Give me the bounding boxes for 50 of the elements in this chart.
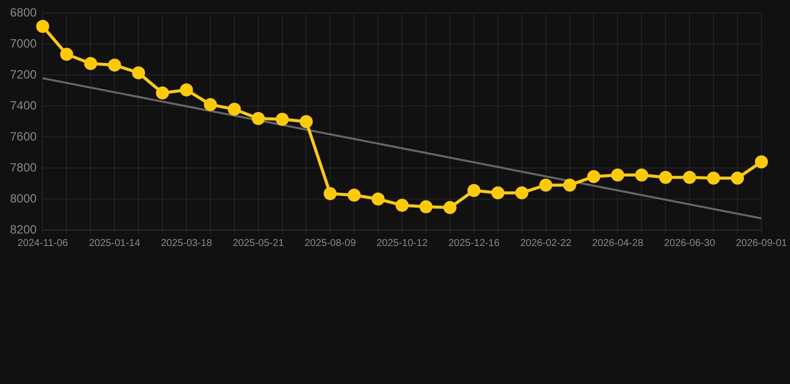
y-tick-label: 6800 [10,6,38,20]
point [276,112,289,126]
point [324,187,337,200]
point [683,170,696,184]
point [396,198,409,212]
point [132,66,146,80]
point [36,20,50,33]
point [252,112,265,126]
x-tick-label: 2026-09-01 [736,238,788,249]
point [635,168,648,182]
x-tick-label: 2025-10-12 [376,238,428,249]
x-tick-label: 2026-04-28 [592,238,644,249]
x-tick-label: 2026-06-30 [664,238,716,249]
y-tick-label: 8000 [10,191,38,206]
y-tick-label: 7600 [10,129,38,144]
point [443,201,456,214]
y-tick-label: 7400 [10,98,38,112]
point [84,57,98,70]
point [587,170,600,184]
point [180,83,193,96]
point [228,102,241,116]
point [60,48,74,61]
x-tick-label: 2025-01-14 [88,238,141,249]
point [420,200,433,214]
point [659,170,672,184]
point [348,188,361,202]
point [156,86,169,100]
point [108,58,122,72]
y-tick-label: 7200 [10,67,38,82]
point [372,192,385,206]
point [491,186,504,200]
y-tick-label: 7000 [10,36,38,50]
x-tick-label: 2024-11-06 [17,238,68,249]
x-tick-label: 2025-12-16 [448,238,500,249]
point [563,178,576,192]
point [515,186,528,200]
x-tick-label: 2025-03-18 [160,238,212,249]
point [730,172,744,185]
point [707,172,720,185]
x-tick-label: 2026-02-22 [520,238,572,249]
point [754,155,768,168]
x-tick-label: 2025-05-21 [232,238,284,249]
y-tick-label: 7800 [10,160,38,174]
point [467,184,480,198]
x-tick-label: 2025-08-09 [304,238,356,249]
point [611,168,624,182]
point [204,98,217,112]
point [539,178,552,192]
point [300,115,313,128]
y-tick-label: 8200 [10,222,38,236]
